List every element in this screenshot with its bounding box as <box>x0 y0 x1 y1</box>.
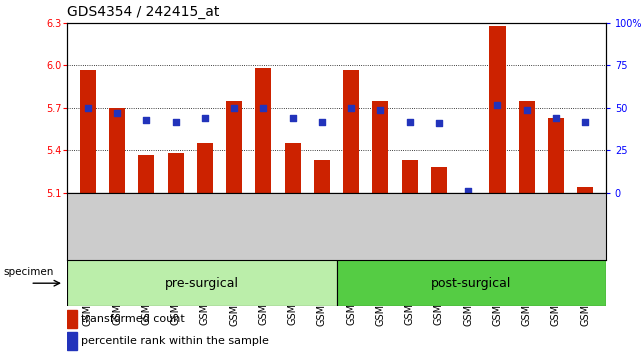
Text: percentile rank within the sample: percentile rank within the sample <box>81 336 269 346</box>
Point <box>229 105 239 111</box>
Bar <box>109 108 125 193</box>
Bar <box>577 187 594 193</box>
Point <box>171 119 181 124</box>
Bar <box>197 143 213 193</box>
Point <box>141 117 151 123</box>
Bar <box>226 101 242 193</box>
Point <box>463 188 473 194</box>
Bar <box>548 118 564 193</box>
Bar <box>79 70 96 193</box>
Text: transformed count: transformed count <box>81 314 185 324</box>
Point <box>317 119 327 124</box>
Bar <box>343 70 359 193</box>
Point <box>522 107 532 113</box>
Point <box>258 105 269 111</box>
Bar <box>372 101 388 193</box>
Point <box>492 102 503 107</box>
Point <box>404 119 415 124</box>
Point <box>200 115 210 121</box>
Bar <box>314 160 330 193</box>
Bar <box>431 167 447 193</box>
Text: GDS4354 / 242415_at: GDS4354 / 242415_at <box>67 5 220 19</box>
Bar <box>285 143 301 193</box>
Point <box>580 119 590 124</box>
Bar <box>138 155 154 193</box>
Text: specimen: specimen <box>3 267 54 277</box>
Point <box>551 115 561 121</box>
Bar <box>337 260 606 306</box>
Point <box>346 105 356 111</box>
Text: post-surgical: post-surgical <box>431 277 512 290</box>
Bar <box>490 26 506 193</box>
Bar <box>167 153 183 193</box>
Bar <box>67 260 337 306</box>
Point <box>288 115 298 121</box>
Bar <box>255 68 271 193</box>
Point <box>83 105 93 111</box>
Bar <box>67 309 77 328</box>
Point <box>375 107 385 113</box>
Bar <box>519 101 535 193</box>
Point <box>434 120 444 126</box>
Point <box>112 110 122 116</box>
Text: pre-surgical: pre-surgical <box>165 277 239 290</box>
Bar <box>67 332 77 350</box>
Bar <box>402 160 418 193</box>
